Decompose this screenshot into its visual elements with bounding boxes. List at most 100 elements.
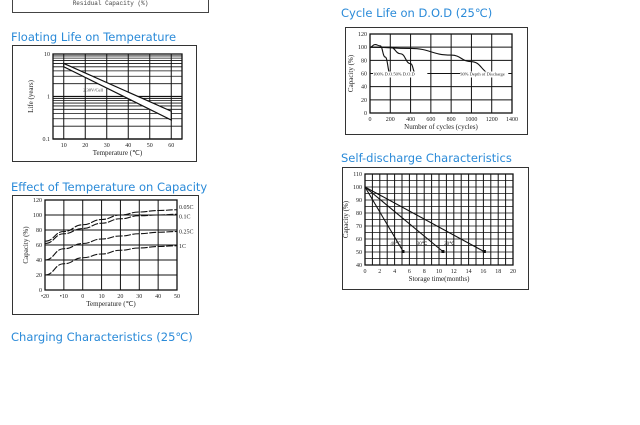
x-axis-label: Temperature (℃) (93, 149, 143, 157)
y-tick-label: 90 (356, 198, 362, 204)
x-tick-label: 50 (174, 294, 180, 300)
x-tick-label: 0 (369, 117, 372, 123)
x-tick-label: 400 (406, 117, 415, 123)
x-tick-label: 1200 (486, 117, 498, 123)
float-chart-box (12, 45, 197, 162)
residual-capacity-box: Residual Capacity (%) (12, 0, 209, 13)
series-marker (482, 250, 486, 253)
y-tick-label: 10 (44, 52, 50, 58)
label-bg (393, 71, 428, 78)
x-tick-label: 16 (480, 269, 486, 275)
series-line (44, 209, 178, 242)
y-tick-label: 40 (361, 85, 367, 91)
y-tick-label: 20 (361, 98, 367, 104)
series-label: 2.30V/Cell (83, 88, 104, 93)
series-label: 30% Depth of Discharge (460, 72, 505, 77)
x-tick-label: 1400 (506, 117, 518, 123)
x-tick-label: •20 (41, 294, 49, 300)
series-marker (401, 250, 405, 253)
series-label: 0.1C (179, 214, 191, 220)
x-tick-label: 6 (408, 269, 411, 275)
x-tick-label: 200 (386, 117, 395, 123)
x-tick-label: 40 (125, 143, 131, 149)
y-tick-label: 20 (36, 273, 42, 279)
y-tick-label: 0.1 (43, 137, 51, 143)
plot-frame (44, 199, 178, 291)
y-tick-label: 40 (356, 263, 362, 269)
y-tick-label: 80 (356, 211, 362, 217)
x-axis-label: Number of cycles (cycles) (404, 123, 478, 131)
plot-frame (364, 173, 514, 266)
series-label: 100% D.O.D (373, 72, 397, 77)
y-axis-label: Life (years) (27, 79, 35, 113)
y-tick-label: 100 (358, 45, 367, 51)
y-tick-label: 0 (39, 288, 42, 294)
x-tick-label: 1000 (465, 117, 477, 123)
x-tick-label: 40 (155, 294, 161, 300)
residual-capacity-label: Residual Capacity (%) (72, 0, 149, 7)
series-label: 20℃ (444, 241, 455, 247)
y-tick-label: 100 (33, 213, 42, 219)
plot-frame (52, 53, 183, 140)
series-line (369, 43, 391, 75)
x-tick-label: 18 (495, 269, 501, 275)
series-line (44, 230, 178, 261)
series-line (364, 186, 404, 253)
series-line (369, 46, 492, 75)
x-axis-label: Storage time(months) (409, 275, 471, 283)
y-tick-label: 80 (36, 228, 42, 234)
x-tick-label: 8 (423, 269, 426, 275)
x-tick-label: 10 (61, 143, 67, 149)
temp-title: Effect of Temperature on Capacity (11, 180, 208, 194)
x-tick-label: 20 (117, 294, 123, 300)
y-axis-label: Capacity (%) (342, 200, 350, 238)
y-tick-label: 70 (356, 224, 362, 230)
y-tick-label: 0 (364, 111, 367, 117)
y-tick-label: 120 (358, 32, 367, 38)
y-tick-label: 50 (356, 250, 362, 256)
series-label: 1C (179, 244, 186, 250)
x-tick-label: 30 (136, 294, 142, 300)
x-tick-label: 50 (147, 143, 153, 149)
label-bg (373, 71, 408, 78)
y-tick-label: 120 (33, 198, 42, 204)
x-tick-label: 0 (81, 294, 84, 300)
x-tick-label: 60 (168, 143, 174, 149)
series-marker (441, 250, 445, 253)
y-tick-label: 60 (36, 243, 42, 249)
x-tick-label: 30 (104, 143, 110, 149)
series-label: 0.25C (179, 230, 194, 236)
y-tick-label: 60 (356, 237, 362, 243)
x-axis-label: Temperature (℃) (86, 300, 136, 308)
y-tick-label: 100 (353, 185, 362, 191)
y-tick-label: 1 (47, 95, 50, 101)
cycle-title: Cycle Life on D.O.D (25℃) (341, 6, 493, 20)
x-tick-label: 4 (393, 269, 396, 275)
y-tick-label: 80 (361, 58, 367, 64)
charging-title: Charging Characteristics (25℃) (11, 330, 193, 344)
series-label: 30℃ (417, 241, 428, 247)
series-label: 40℃ (390, 241, 401, 247)
x-tick-label: 600 (426, 117, 435, 123)
plot-frame (369, 33, 513, 114)
x-tick-label: •10 (60, 294, 68, 300)
series-line (44, 245, 178, 276)
x-tick-label: 0 (364, 269, 367, 275)
x-tick-label: 20 (82, 143, 88, 149)
self-title: Self-discharge Characteristics (341, 151, 512, 165)
y-tick-label: 60 (361, 72, 367, 78)
float-title: Floating Life on Temperature (11, 30, 177, 44)
series-line (44, 213, 178, 245)
y-tick-label: 110 (353, 172, 362, 178)
series-label: 0.05C (179, 205, 194, 211)
y-axis-label: Capacity (%) (347, 54, 355, 92)
x-tick-label: 2 (378, 269, 381, 275)
x-tick-label: 10 (436, 269, 442, 275)
y-axis-label: Capacity (%) (22, 226, 30, 264)
series-line (364, 186, 486, 253)
life-band (63, 62, 172, 121)
series-label: 50% D.O.D (393, 72, 415, 77)
series-line (364, 186, 444, 253)
label-bg (460, 71, 509, 78)
